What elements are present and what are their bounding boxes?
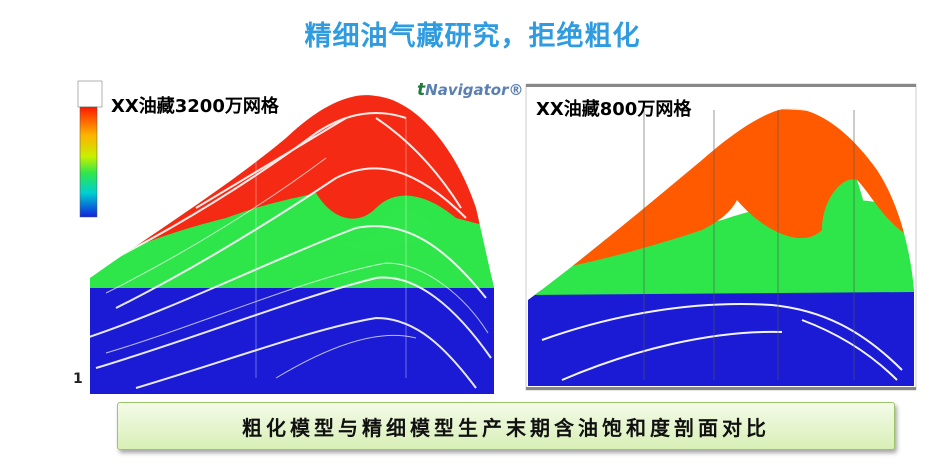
caption-box: 粗化模型与精细模型生产末期含油饱和度剖面对比 bbox=[117, 402, 895, 450]
axis-tick: 1 bbox=[73, 371, 83, 387]
fine-model-label: XX油藏3200万网格 bbox=[111, 96, 279, 117]
caption-text: 粗化模型与精细模型生产末期含油饱和度剖面对比 bbox=[242, 415, 770, 440]
tnavigator-logo: tNavigator® bbox=[417, 80, 524, 100]
fine-model-section bbox=[76, 78, 504, 396]
coarse-model-section bbox=[522, 80, 920, 396]
saturation-layers bbox=[90, 95, 494, 395]
water-zone bbox=[528, 290, 914, 386]
coarse-model-label: XX油藏800万网格 bbox=[536, 99, 692, 120]
coarse-model-section-graphic bbox=[525, 83, 917, 391]
fine-model-section-graphic bbox=[77, 80, 494, 395]
transition-zone bbox=[90, 174, 494, 288]
legend-title-box bbox=[77, 80, 103, 108]
transition-pocket bbox=[822, 179, 887, 262]
frame-ticks bbox=[526, 84, 916, 390]
page-title: 精细油气藏研究，拒绝粗化 bbox=[304, 21, 641, 52]
bedding-lines bbox=[90, 112, 492, 389]
color-legend-bar bbox=[79, 106, 98, 218]
